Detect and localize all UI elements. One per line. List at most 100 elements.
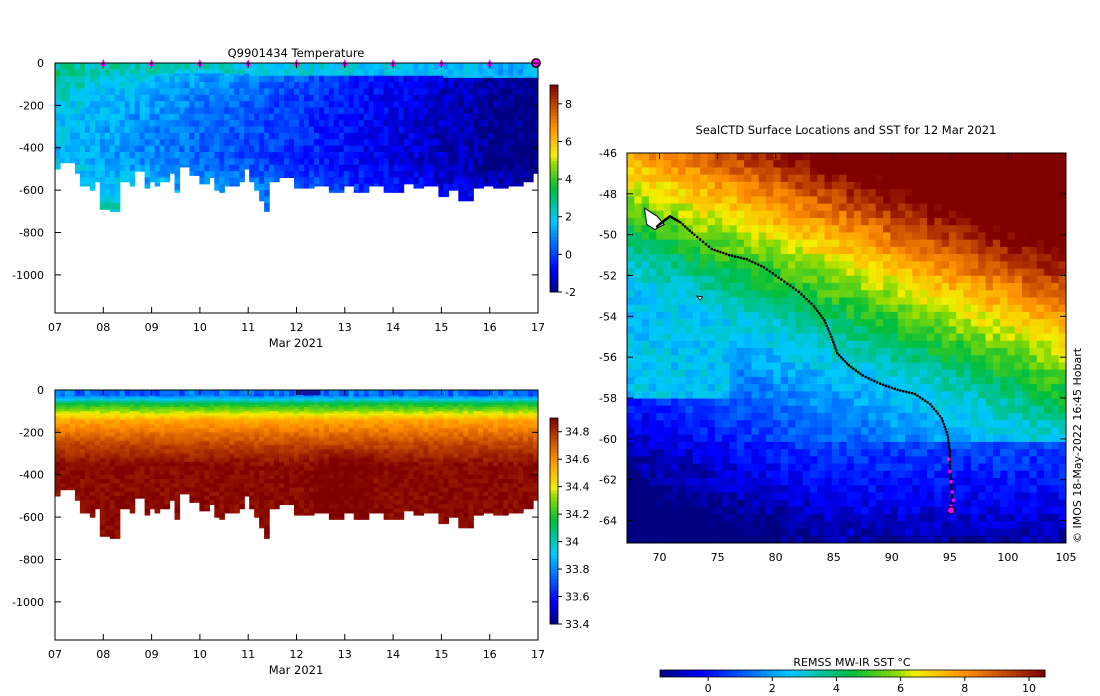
section-cell	[104, 90, 111, 94]
section-cell	[269, 63, 275, 66]
section-cell	[473, 156, 479, 159]
section-cell	[249, 73, 255, 77]
section-cell	[269, 69, 275, 73]
section-cell	[363, 175, 370, 179]
section-cell	[383, 96, 390, 100]
section-cell	[109, 128, 116, 132]
section-cell	[318, 147, 325, 151]
section-cell	[55, 109, 61, 113]
section-cell	[289, 90, 295, 94]
section-cell	[463, 175, 469, 179]
section-cell	[458, 118, 464, 121]
section-cell	[413, 82, 420, 85]
section-cell	[358, 130, 365, 134]
section-cell	[109, 77, 116, 81]
section-cell	[323, 118, 330, 121]
section-cell	[478, 107, 484, 111]
section-cell	[129, 130, 136, 134]
section-cell	[378, 166, 385, 170]
section-cell	[219, 101, 225, 104]
section-cell	[313, 141, 320, 145]
section-cell	[194, 173, 200, 176]
section-cell	[279, 118, 285, 121]
section-cell	[99, 164, 106, 168]
section-cell	[114, 156, 121, 159]
section-cell	[129, 105, 136, 109]
section-cell	[333, 75, 340, 79]
section-cell	[219, 181, 225, 185]
section-cell	[59, 122, 66, 126]
section-cell	[298, 143, 305, 147]
section-cell	[249, 141, 255, 145]
section-cell	[74, 135, 81, 138]
section-cell	[403, 158, 410, 162]
section-cell	[398, 147, 405, 151]
section-cell	[428, 162, 435, 166]
section-cell	[214, 188, 220, 191]
section-cell	[398, 151, 405, 155]
section-cell	[398, 141, 405, 145]
section-cell	[189, 86, 196, 90]
section-cell	[154, 103, 161, 106]
section-cell	[338, 86, 345, 90]
section-cell	[144, 84, 151, 87]
section-cell	[224, 75, 230, 79]
section-cell	[408, 88, 415, 92]
section-cell	[418, 65, 425, 68]
section-cell	[353, 130, 360, 134]
section-cell	[159, 171, 166, 174]
section-cell	[119, 113, 126, 117]
section-cell	[189, 99, 196, 102]
section-cell	[229, 124, 235, 128]
section-cell	[134, 113, 141, 117]
section-cell	[448, 84, 454, 87]
section-cell	[99, 168, 106, 172]
section-cell	[393, 77, 400, 81]
section-cell	[219, 96, 225, 100]
section-cell	[264, 196, 270, 200]
section-cell	[393, 181, 400, 185]
section-cell	[393, 164, 400, 168]
section-cell	[229, 164, 235, 168]
section-cell	[204, 79, 210, 83]
section-cell	[189, 107, 196, 111]
section-cell	[84, 118, 91, 121]
section-cell	[239, 107, 245, 111]
section-cell	[159, 118, 166, 121]
section-cell	[388, 175, 395, 179]
section-cell	[214, 92, 220, 96]
section-cell	[328, 185, 335, 189]
section-cell	[308, 162, 315, 166]
section-cell	[109, 181, 116, 185]
section-cell	[199, 149, 205, 153]
section-cell	[124, 156, 131, 159]
section-cell	[74, 67, 81, 70]
section-cell	[478, 130, 484, 134]
section-cell	[89, 166, 96, 170]
section-cell	[69, 111, 76, 115]
section-cell	[59, 99, 66, 102]
section-cell	[199, 92, 205, 96]
section-cell	[79, 147, 86, 151]
section-cell	[284, 88, 290, 92]
section-cell	[159, 173, 166, 176]
section-cell	[209, 92, 215, 96]
section-cell	[458, 65, 464, 68]
section-cell	[244, 124, 250, 128]
section-cell	[159, 84, 166, 87]
section-cell	[124, 154, 131, 157]
section-cell	[79, 135, 86, 138]
section-cell	[433, 63, 440, 66]
section-cell	[104, 168, 111, 172]
section-cell	[124, 69, 131, 73]
section-cell	[298, 107, 305, 111]
section-cell	[468, 111, 474, 115]
section-cell	[294, 113, 300, 117]
section-cell	[159, 111, 166, 115]
section-cell	[388, 94, 395, 98]
section-cell	[298, 173, 305, 176]
section-cell	[254, 65, 260, 68]
section-cell	[219, 113, 225, 117]
section-cell	[209, 158, 215, 162]
section-cell	[358, 128, 365, 132]
